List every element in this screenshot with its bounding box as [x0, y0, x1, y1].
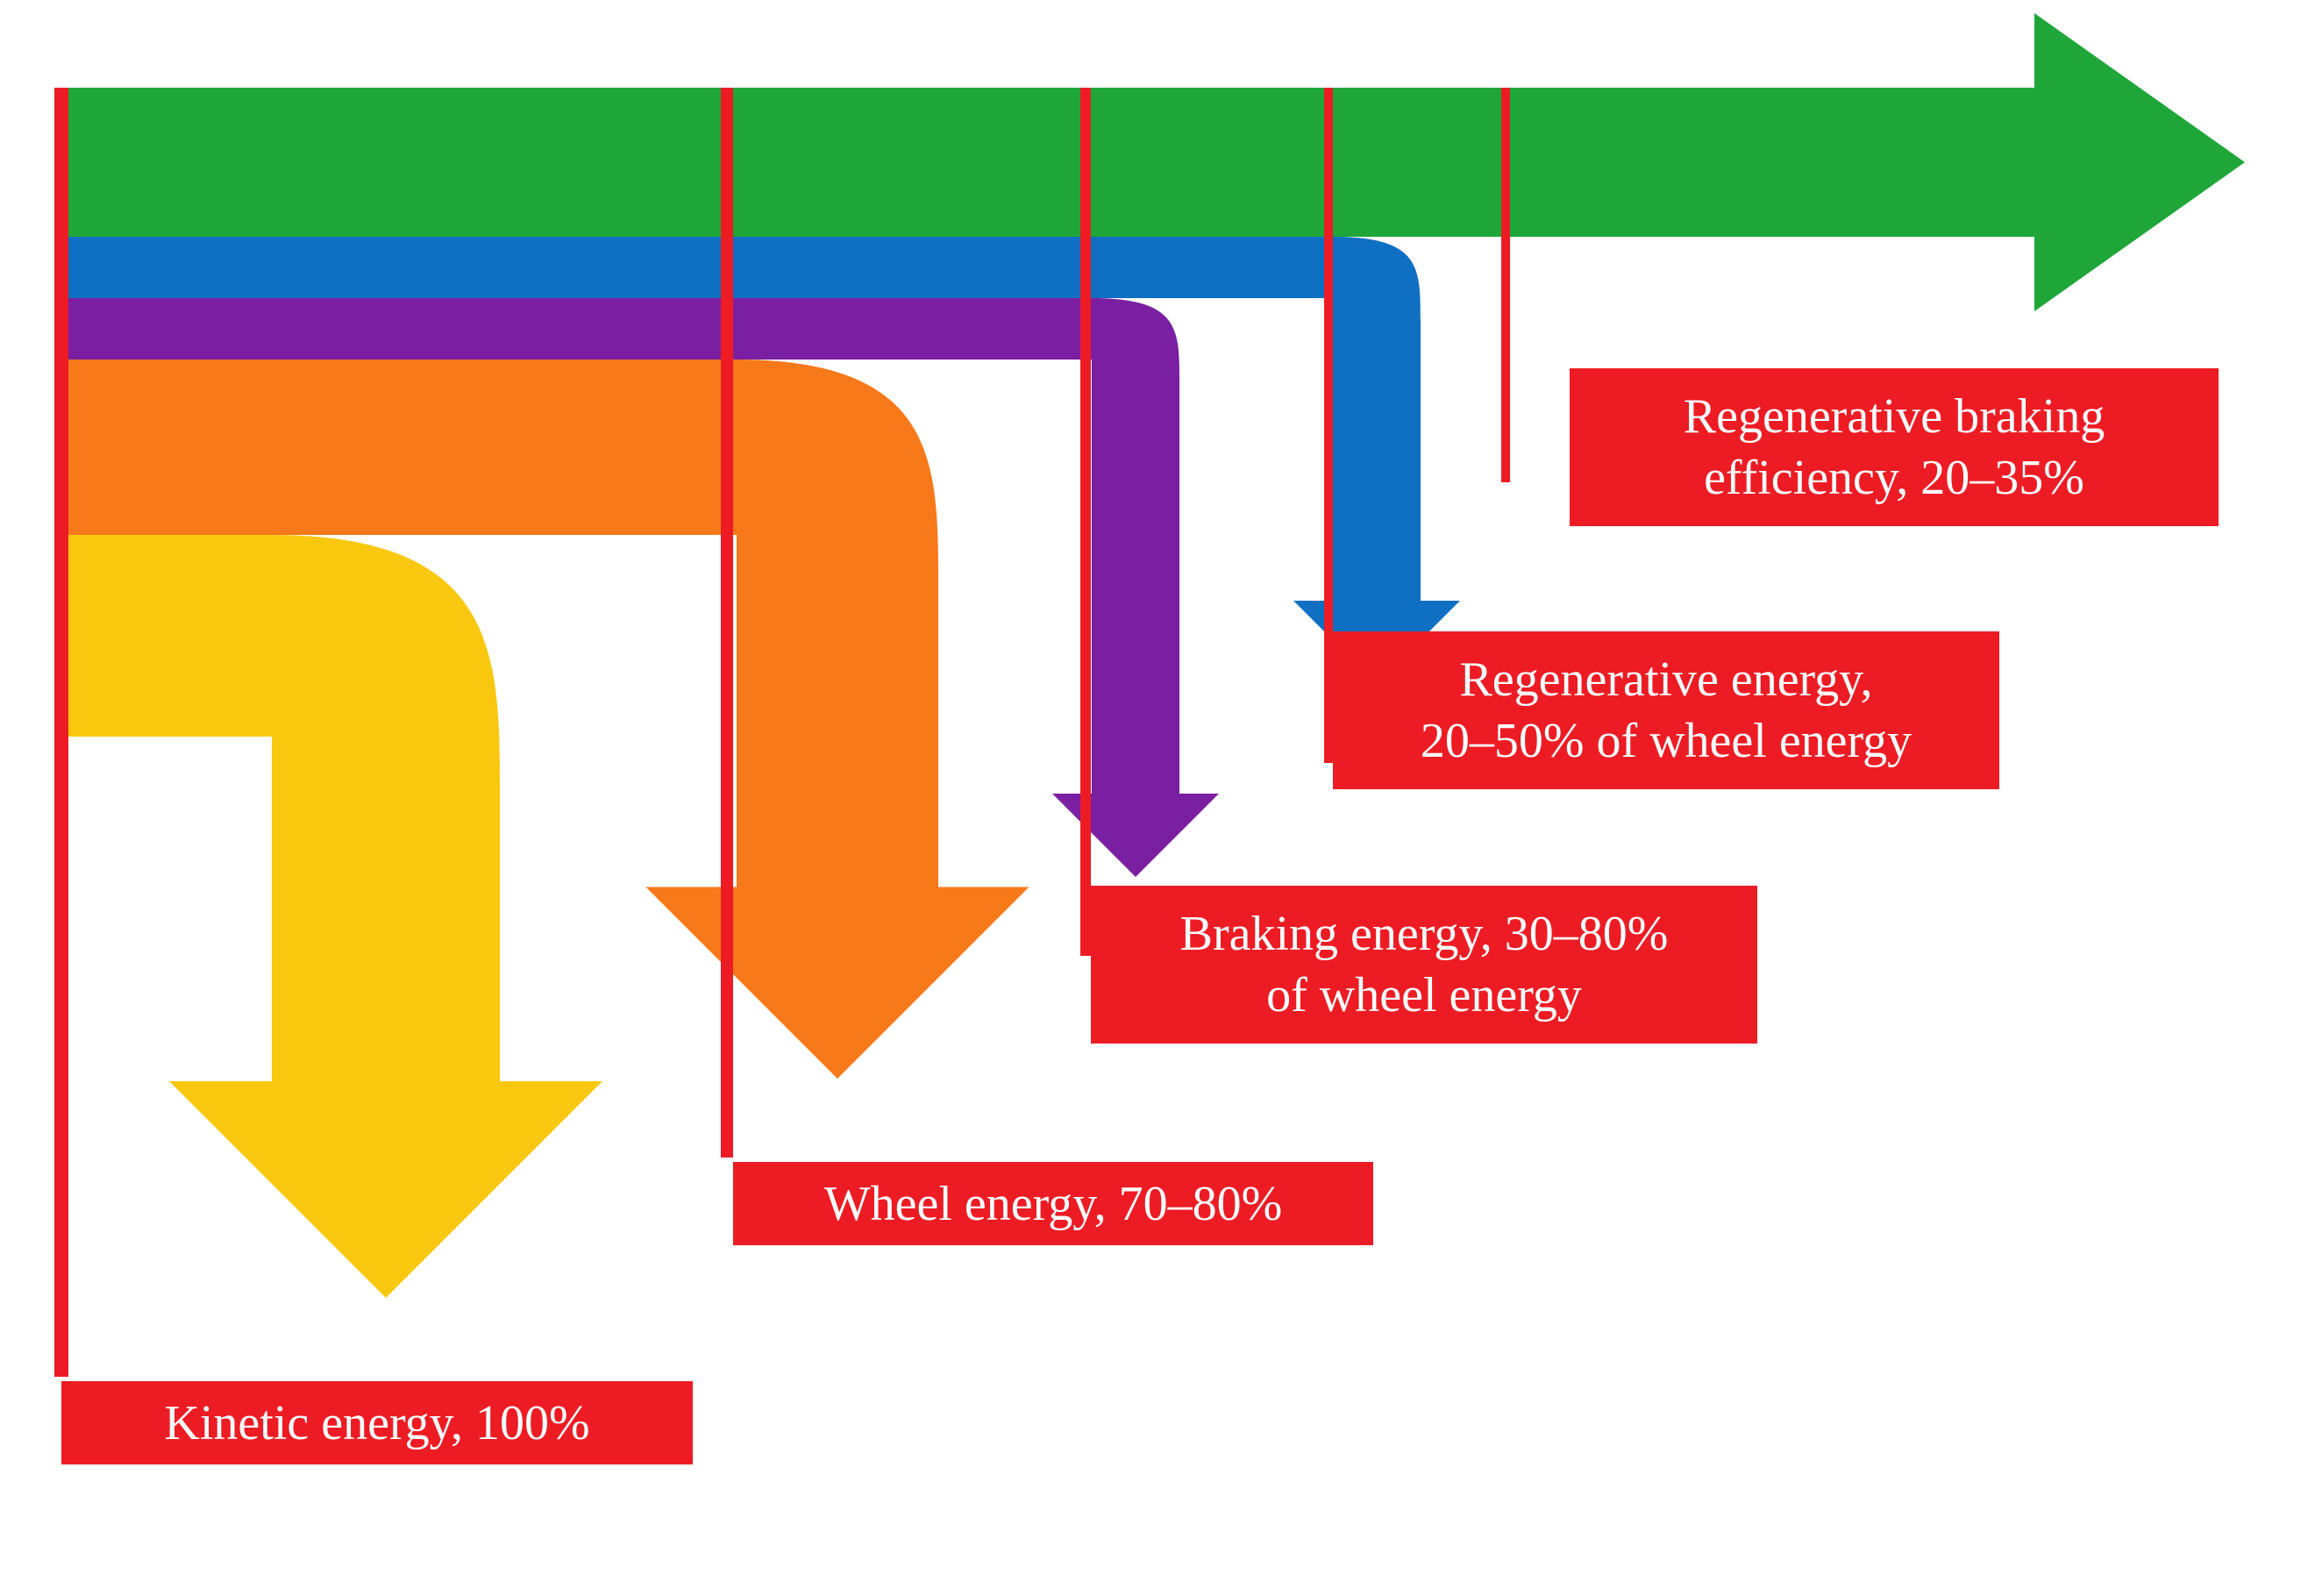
stage-marker-3 — [1324, 88, 1333, 763]
stage-marker-0 — [54, 88, 68, 1377]
flow-yellow-kinetic — [61, 535, 602, 1298]
stage-marker-1 — [721, 88, 733, 1158]
label-regen: Regenerative energy, 20–50% of wheel ene… — [1333, 631, 1999, 789]
stage-marker-4 — [1501, 88, 1510, 482]
flow-arrows-svg — [0, 0, 2315, 1592]
sankey-flow-diagram: Kinetic energy, 100% Wheel energy, 70–80%… — [0, 0, 2315, 1592]
label-regen_eff: Regenerative braking efficiency, 20–35% — [1570, 368, 2219, 526]
label-wheel: Wheel energy, 70–80% — [733, 1162, 1373, 1245]
label-kinetic: Kinetic energy, 100% — [61, 1381, 693, 1464]
stage-marker-2 — [1080, 88, 1091, 956]
label-braking: Braking energy, 30–80% of wheel energy — [1091, 886, 1757, 1044]
